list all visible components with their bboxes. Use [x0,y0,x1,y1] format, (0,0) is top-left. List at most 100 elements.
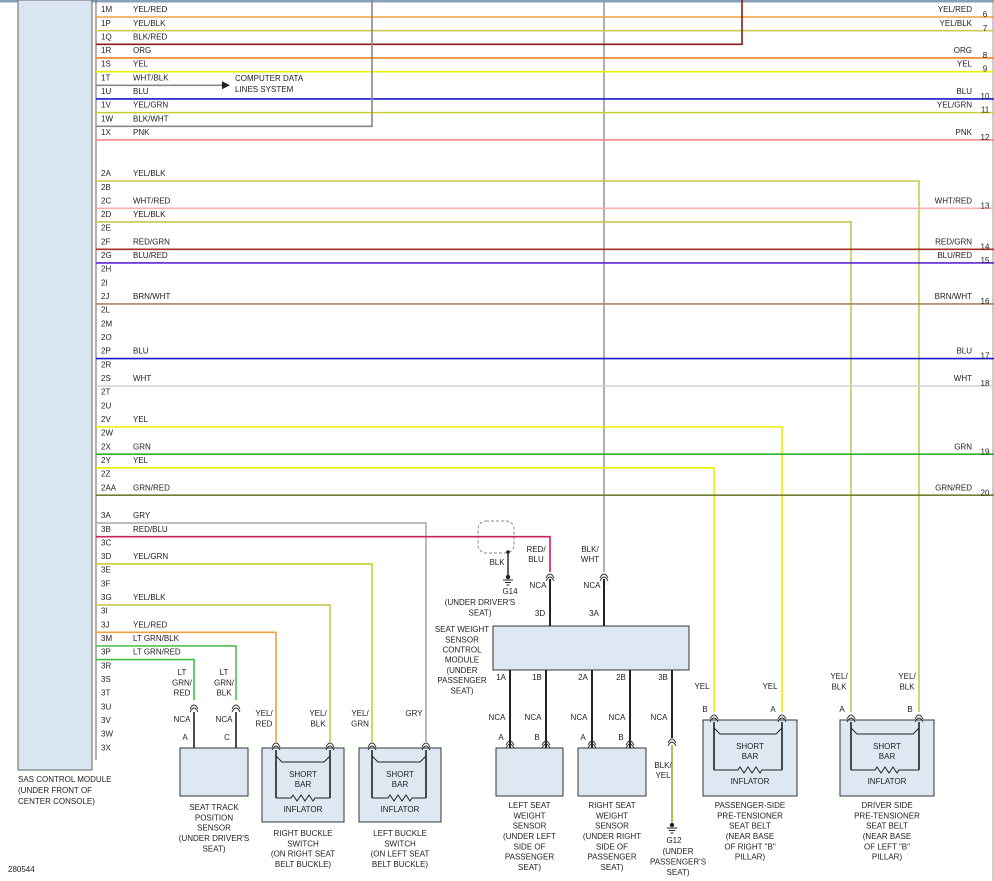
component-caption: SENSOR [197,824,231,833]
right-wire-label: BLU [956,347,972,356]
pin-label: 2Z [101,470,110,479]
wire [96,180,920,712]
short-bar [850,727,920,735]
component-caption: PASSENGER [587,853,636,862]
wire-label: YEL/GRN [133,552,168,561]
wire-label: BLU/RED [133,251,168,260]
wire-label: RED/BLU [133,525,168,534]
component-caption: SEAT BELT [729,822,771,831]
inflator-label: INFLATOR [731,777,770,786]
pin-label: 1R [101,46,111,55]
component-caption: LEFT BUCKLE [373,829,427,838]
pin-label: A [580,733,586,742]
connector [667,738,677,747]
wire-label: YEL/RED [133,620,167,629]
note: COMPUTER DATA [235,74,304,83]
pin-label: 2M [101,319,112,328]
pin-label: 2I [101,278,108,287]
wire-label: WHT [133,374,151,383]
ground-location: (UNDER DRIVER'S [445,598,515,607]
wire-label: GRN/ [172,678,193,687]
pin-label: A [498,733,504,742]
pin-label: 2T [101,388,110,397]
component-caption: (NEAR BASE [863,832,911,841]
component-caption: SWITCH [384,839,416,848]
nca-label: NCA [530,581,548,590]
nca-label: NCA [584,581,602,590]
pin-label: 2AA [101,483,117,492]
wire-label: BLU [133,87,149,96]
component-caption: SIDE OF [513,842,545,851]
wire-label: YEL [133,415,149,424]
component-caption: (UNDER DRIVER'S [179,834,249,843]
component-caption: PASSENGER-SIDE [715,801,786,810]
wire-ref: 6 [983,10,988,19]
wire-label: GRY [405,709,423,718]
pin-label: 2G [101,251,112,260]
component-caption: SENSOR [513,822,547,831]
pin-label: B [907,705,912,714]
wire-label: YEL/BLK [133,210,166,219]
module-name: CONTROL [442,646,482,655]
inflator-label: INFLATOR [284,805,323,814]
pin-label: 3E [101,566,111,575]
pin-label: 1S [101,60,111,69]
pin-label: 2J [101,292,109,301]
pin-label: 1M [101,5,112,14]
module-name: SEAT WEIGHT [435,625,489,634]
component-caption: SEAT) [518,863,541,872]
pin-label: 2U [101,401,111,410]
connector [709,714,719,723]
wire [96,467,715,712]
pin-label: 1P [101,19,111,28]
component-caption: SEAT) [203,844,226,853]
connector [541,740,551,749]
component-caption: (ON LEFT SEAT [371,850,430,859]
component-caption: OF RIGHT "B" [724,842,775,851]
wire-ref: 9 [983,65,988,74]
pin-label: C [224,733,230,742]
short-bar-label: SHORT [736,742,764,751]
ground-location: SEAT) [667,868,690,877]
nca-label: NCA [609,713,627,722]
right-wire-label: YEL/RED [938,5,972,14]
wire-ref: 16 [981,297,990,306]
wire [96,604,331,742]
component-box [179,747,249,797]
wire-label: YEL/ [309,709,327,718]
nca-label: NCA [216,715,234,724]
module-name: SEAT) [451,686,474,695]
wire-label: BLU [528,555,544,564]
pin-label: B [702,705,707,714]
right-wire-label: YEL [957,60,973,69]
wire-label: WHT/BLK [133,73,169,82]
module-name: (UNDER [446,666,477,675]
pin-label: 2B [616,673,626,682]
wire-label: BLK/ [654,761,672,770]
pin-label: 2C [101,196,111,205]
connector [231,704,241,713]
wire-label: GRN [133,442,151,451]
module-name: PASSENGER [437,676,486,685]
wire-ref: 10 [981,92,990,101]
wire-label: YEL/RED [133,5,167,14]
connector [367,742,377,751]
right-wire-label: BLU/RED [937,251,972,260]
short-bar-label: SHORT [289,770,317,779]
component-caption: (ON RIGHT SEAT [271,850,335,859]
nca-label: NCA [571,713,589,722]
wire-label: YEL/BLK [133,169,166,178]
short-bar-label: SHORT [386,770,414,779]
wire-label: YEL/BLK [133,593,166,602]
component-box [495,747,564,797]
pin-label: B [618,733,623,742]
wire-label: GRN/RED [133,483,170,492]
component-caption: PRE-TENSIONER [717,811,783,820]
wire-ref: 13 [981,201,990,210]
pin-label: 2A [101,169,111,178]
pin-label: 3F [101,579,110,588]
pin-label: A [182,733,188,742]
module-label: CENTER CONSOLE) [18,797,95,806]
pin-label: 2X [101,442,111,451]
